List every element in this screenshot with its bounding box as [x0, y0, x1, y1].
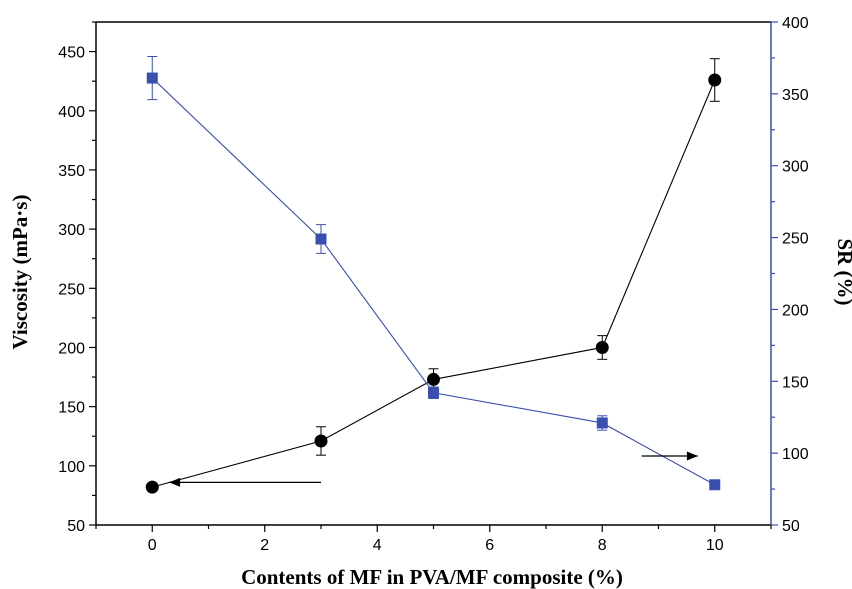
right-y-tick-label: 350	[782, 87, 809, 104]
left-y-tick-label: 100	[58, 459, 85, 476]
right-y-tick-label: 150	[782, 374, 809, 391]
viscosity-point	[145, 480, 159, 494]
sr-point	[596, 417, 608, 429]
axis-indicator-arrowhead	[686, 451, 698, 461]
left-y-tick-label: 200	[58, 340, 85, 357]
plot-area	[145, 55, 722, 494]
x-tick-label: 4	[373, 537, 382, 554]
left-y-tick-label: 450	[58, 45, 85, 62]
sr-point	[315, 233, 327, 245]
left-y-axis-title: Viscosity (mPa·s)	[8, 195, 32, 350]
right-y-tick-label: 400	[782, 15, 809, 32]
x-tick-label: 10	[706, 537, 724, 554]
left-y-tick-label: 350	[58, 163, 85, 180]
axes: 0 2 4 6 8 10 50 100 150 200 250 300 350 400 450 50 100 15…	[58, 15, 809, 554]
viscosity-point	[708, 73, 722, 87]
series-0-line	[152, 79, 716, 488]
right-y-tick-label: 50	[782, 518, 800, 535]
viscosity-point	[595, 340, 609, 354]
viscosity-point	[314, 434, 328, 448]
x-tick-label: 6	[485, 537, 494, 554]
x-axis-title: Contents of MF in PVA/MF composite (%)	[241, 565, 623, 589]
viscosity-point	[427, 372, 440, 386]
left-y-tick-label: 250	[58, 281, 85, 298]
sr-point	[428, 387, 439, 399]
right-y-axis-title: SR (%)	[833, 238, 852, 305]
left-y-tick-label: 400	[58, 104, 85, 121]
x-tick-label: 0	[148, 537, 157, 554]
left-y-tick-label: 150	[58, 400, 85, 417]
left-y-tick-label: 50	[67, 518, 85, 535]
right-y-tick-label: 200	[782, 302, 809, 319]
axis-indicator-arrowhead	[169, 477, 181, 487]
x-tick-label: 8	[598, 537, 607, 554]
right-y-tick-label: 300	[782, 159, 809, 176]
left-y-tick-label: 300	[58, 222, 85, 239]
sr-point	[709, 479, 721, 491]
right-y-tick-label: 100	[782, 446, 809, 463]
right-y-tick-label: 250	[782, 231, 809, 248]
x-tick-label: 2	[260, 537, 269, 554]
sr-point	[146, 72, 158, 84]
